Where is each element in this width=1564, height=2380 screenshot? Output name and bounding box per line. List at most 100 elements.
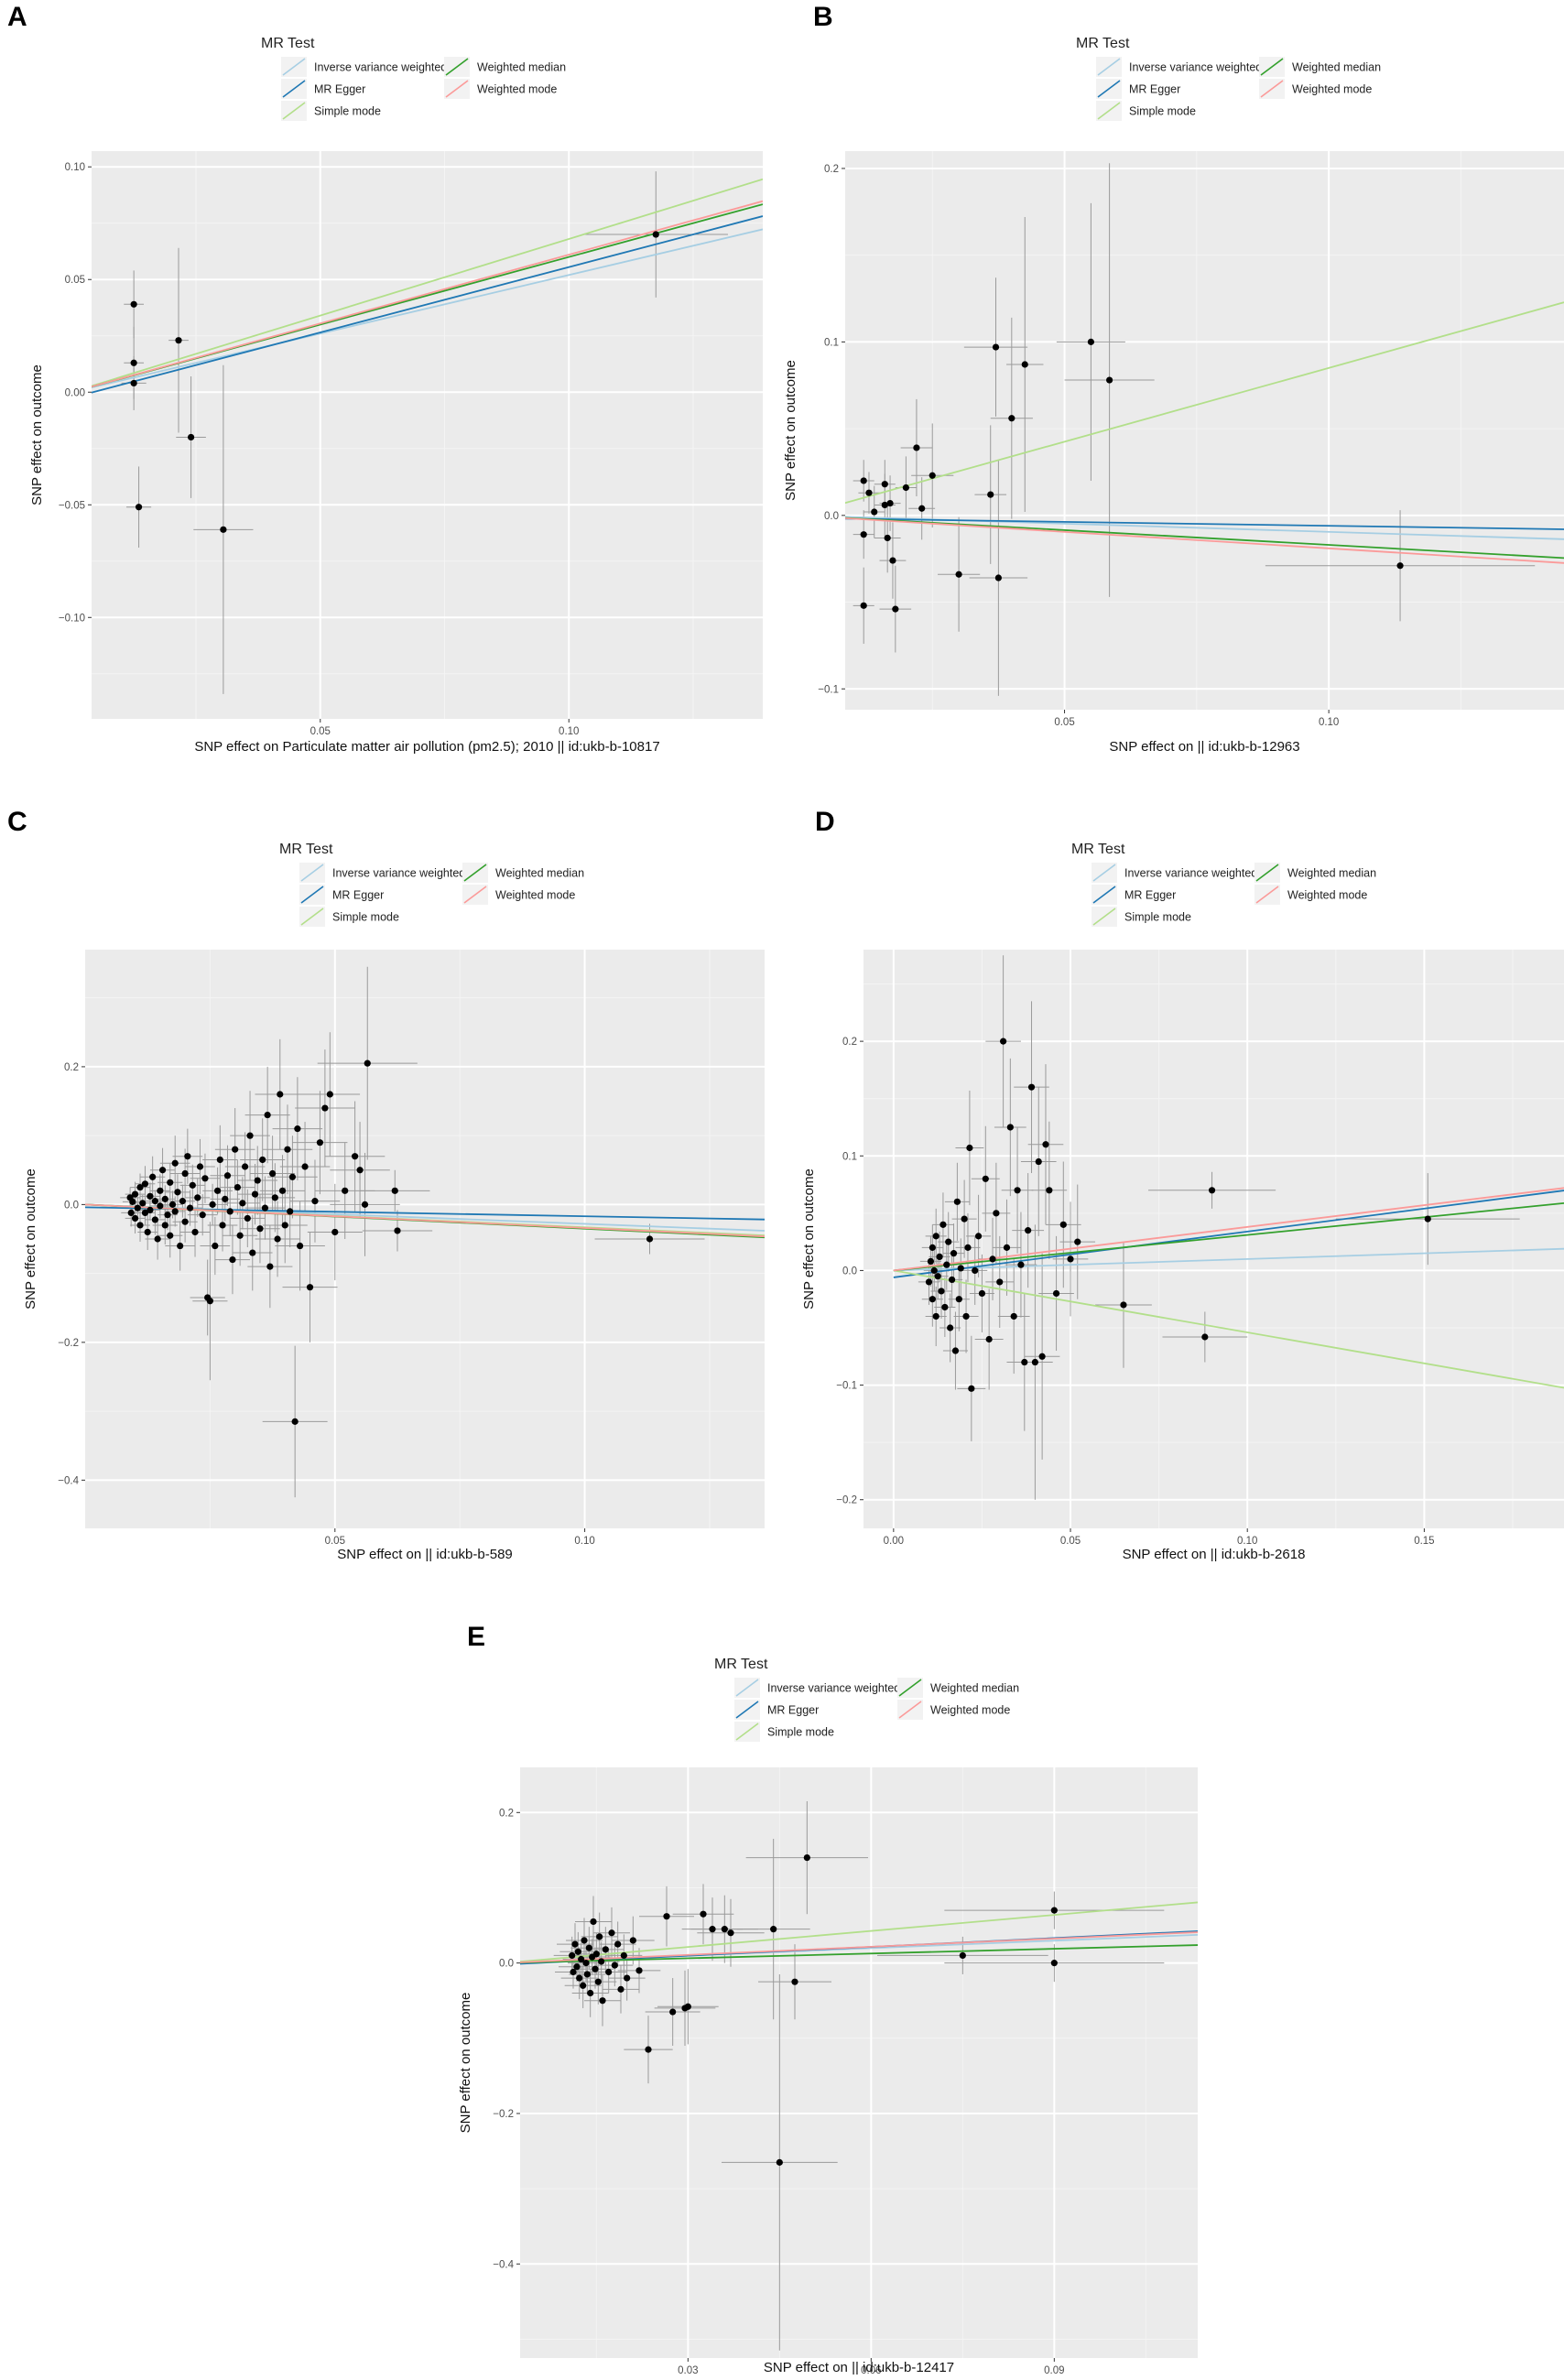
snp-point <box>291 1418 299 1425</box>
snp-point <box>608 1929 615 1937</box>
snp-point <box>929 1296 936 1303</box>
snp-point <box>164 1212 171 1219</box>
legend-entry-label: Weighted mode <box>1287 889 1367 902</box>
snp-point <box>136 1183 144 1191</box>
snp-point <box>1006 1124 1014 1131</box>
x-tick-label: 0.05 <box>1060 1536 1081 1547</box>
snp-point <box>316 1139 324 1147</box>
legend-entry: Weighted mode <box>1254 885 1367 905</box>
snp-point <box>161 1195 168 1202</box>
legend-entry-label: Weighted median <box>495 867 584 880</box>
y-tick-label: −0.2 <box>836 1495 857 1506</box>
y-tick-label: 0.1 <box>842 1151 857 1162</box>
snp-point <box>602 1946 609 1953</box>
legend-entry-label: Simple mode <box>314 105 381 118</box>
y-tick-label: 0.05 <box>65 275 85 286</box>
snp-point <box>592 1965 599 1972</box>
snp-point <box>239 1200 246 1207</box>
snp-point <box>803 1853 810 1862</box>
snp-point <box>962 1312 970 1320</box>
legend-entry: Weighted median <box>444 57 566 77</box>
snp-point <box>721 1926 728 1933</box>
snp-point <box>865 489 873 496</box>
snp-point <box>1396 562 1404 570</box>
snp-point <box>141 1180 149 1188</box>
snp-point <box>932 1312 939 1320</box>
snp-point <box>177 1242 184 1250</box>
snp-point <box>129 1198 136 1205</box>
snp-point <box>1027 1083 1036 1091</box>
snp-point <box>629 1937 636 1944</box>
panel-label: A <box>7 2 27 32</box>
snp-point <box>174 1189 181 1196</box>
snp-point <box>569 1951 576 1960</box>
legend-key-line <box>282 102 306 120</box>
snp-point <box>394 1227 401 1234</box>
y-tick-label: −0.2 <box>493 2109 514 2120</box>
y-tick-label: −0.2 <box>58 1338 79 1349</box>
legend-key-line <box>1255 864 1279 882</box>
legend-entry-label: Simple mode <box>1124 911 1191 924</box>
snp-points <box>925 1038 1431 1392</box>
plot-area <box>92 171 763 694</box>
snp-point <box>925 1278 933 1286</box>
snp-point <box>791 1978 798 1985</box>
legend-title: MR Test <box>714 1657 768 1672</box>
snp-point <box>167 1179 174 1186</box>
snp-point <box>194 1194 201 1201</box>
snp-point <box>130 300 137 308</box>
snp-point <box>244 1214 251 1223</box>
legend-entry: MR Egger <box>1092 885 1176 905</box>
snp-point <box>596 1933 603 1940</box>
snp-point <box>580 1982 587 1989</box>
snp-point <box>356 1167 364 1174</box>
axes: 0.03 0.06 0.09 −0.4 −0.2 0.0 0.2 SNP effect on … <box>458 1808 1065 2376</box>
snp-point <box>955 1296 962 1303</box>
major-grid <box>845 151 1564 710</box>
legend-key-line <box>1260 58 1284 76</box>
x-tick-label: 0.10 <box>559 726 579 737</box>
legend-key-line <box>1092 907 1116 926</box>
legend-entry: MR Egger <box>299 885 384 905</box>
snp-point <box>936 1253 943 1260</box>
legend-entry-label: Weighted median <box>930 1682 1019 1695</box>
plot-area <box>845 163 1564 696</box>
snp-point <box>989 1255 996 1263</box>
y-tick-label: 0.2 <box>824 164 839 175</box>
snp-point <box>611 1962 618 1969</box>
x-tick-label: 0.05 <box>325 1536 345 1547</box>
snp-point <box>288 1173 297 1180</box>
snp-point <box>1067 1255 1074 1263</box>
legend-entry-label: MR Egger <box>767 1704 819 1717</box>
snp-point <box>131 1214 139 1223</box>
legend-entry-label: MR Egger <box>1129 83 1180 96</box>
legend-entry: Weighted median <box>1254 863 1376 883</box>
axes: 0.05 0.10 −0.1 0.0 0.1 0.2 SNP effect on || id… <box>783 164 1339 755</box>
mr-line-weighted-mode <box>92 200 763 388</box>
snp-point <box>1042 1141 1049 1148</box>
y-tick-label: 0.0 <box>842 1266 857 1277</box>
snp-point <box>154 1235 161 1243</box>
minor-grid <box>92 151 763 719</box>
snp-point <box>886 499 894 507</box>
legend-entry: Simple mode <box>281 101 381 121</box>
snp-point <box>955 571 962 578</box>
snp-point <box>583 1971 591 1978</box>
snp-point <box>1014 1187 1021 1194</box>
legend-key-line <box>1097 80 1121 98</box>
snp-point <box>151 1216 158 1223</box>
legend-entry: Simple mode <box>299 907 399 927</box>
snp-point <box>1035 1157 1042 1166</box>
major-grid <box>863 950 1564 1528</box>
snp-point <box>306 1284 314 1291</box>
y-tick-label: −0.1 <box>836 1381 857 1392</box>
snp-point <box>268 1169 277 1178</box>
legend-entry-label: Weighted median <box>1287 867 1376 880</box>
legend-entry-label: Inverse variance weighted <box>314 61 447 74</box>
snp-point <box>175 337 182 344</box>
snp-point <box>594 1978 602 1985</box>
snp-point <box>144 1228 151 1236</box>
snp-point <box>179 1198 186 1205</box>
snp-point <box>149 1173 157 1180</box>
legend-entry-label: Weighted mode <box>495 889 575 902</box>
